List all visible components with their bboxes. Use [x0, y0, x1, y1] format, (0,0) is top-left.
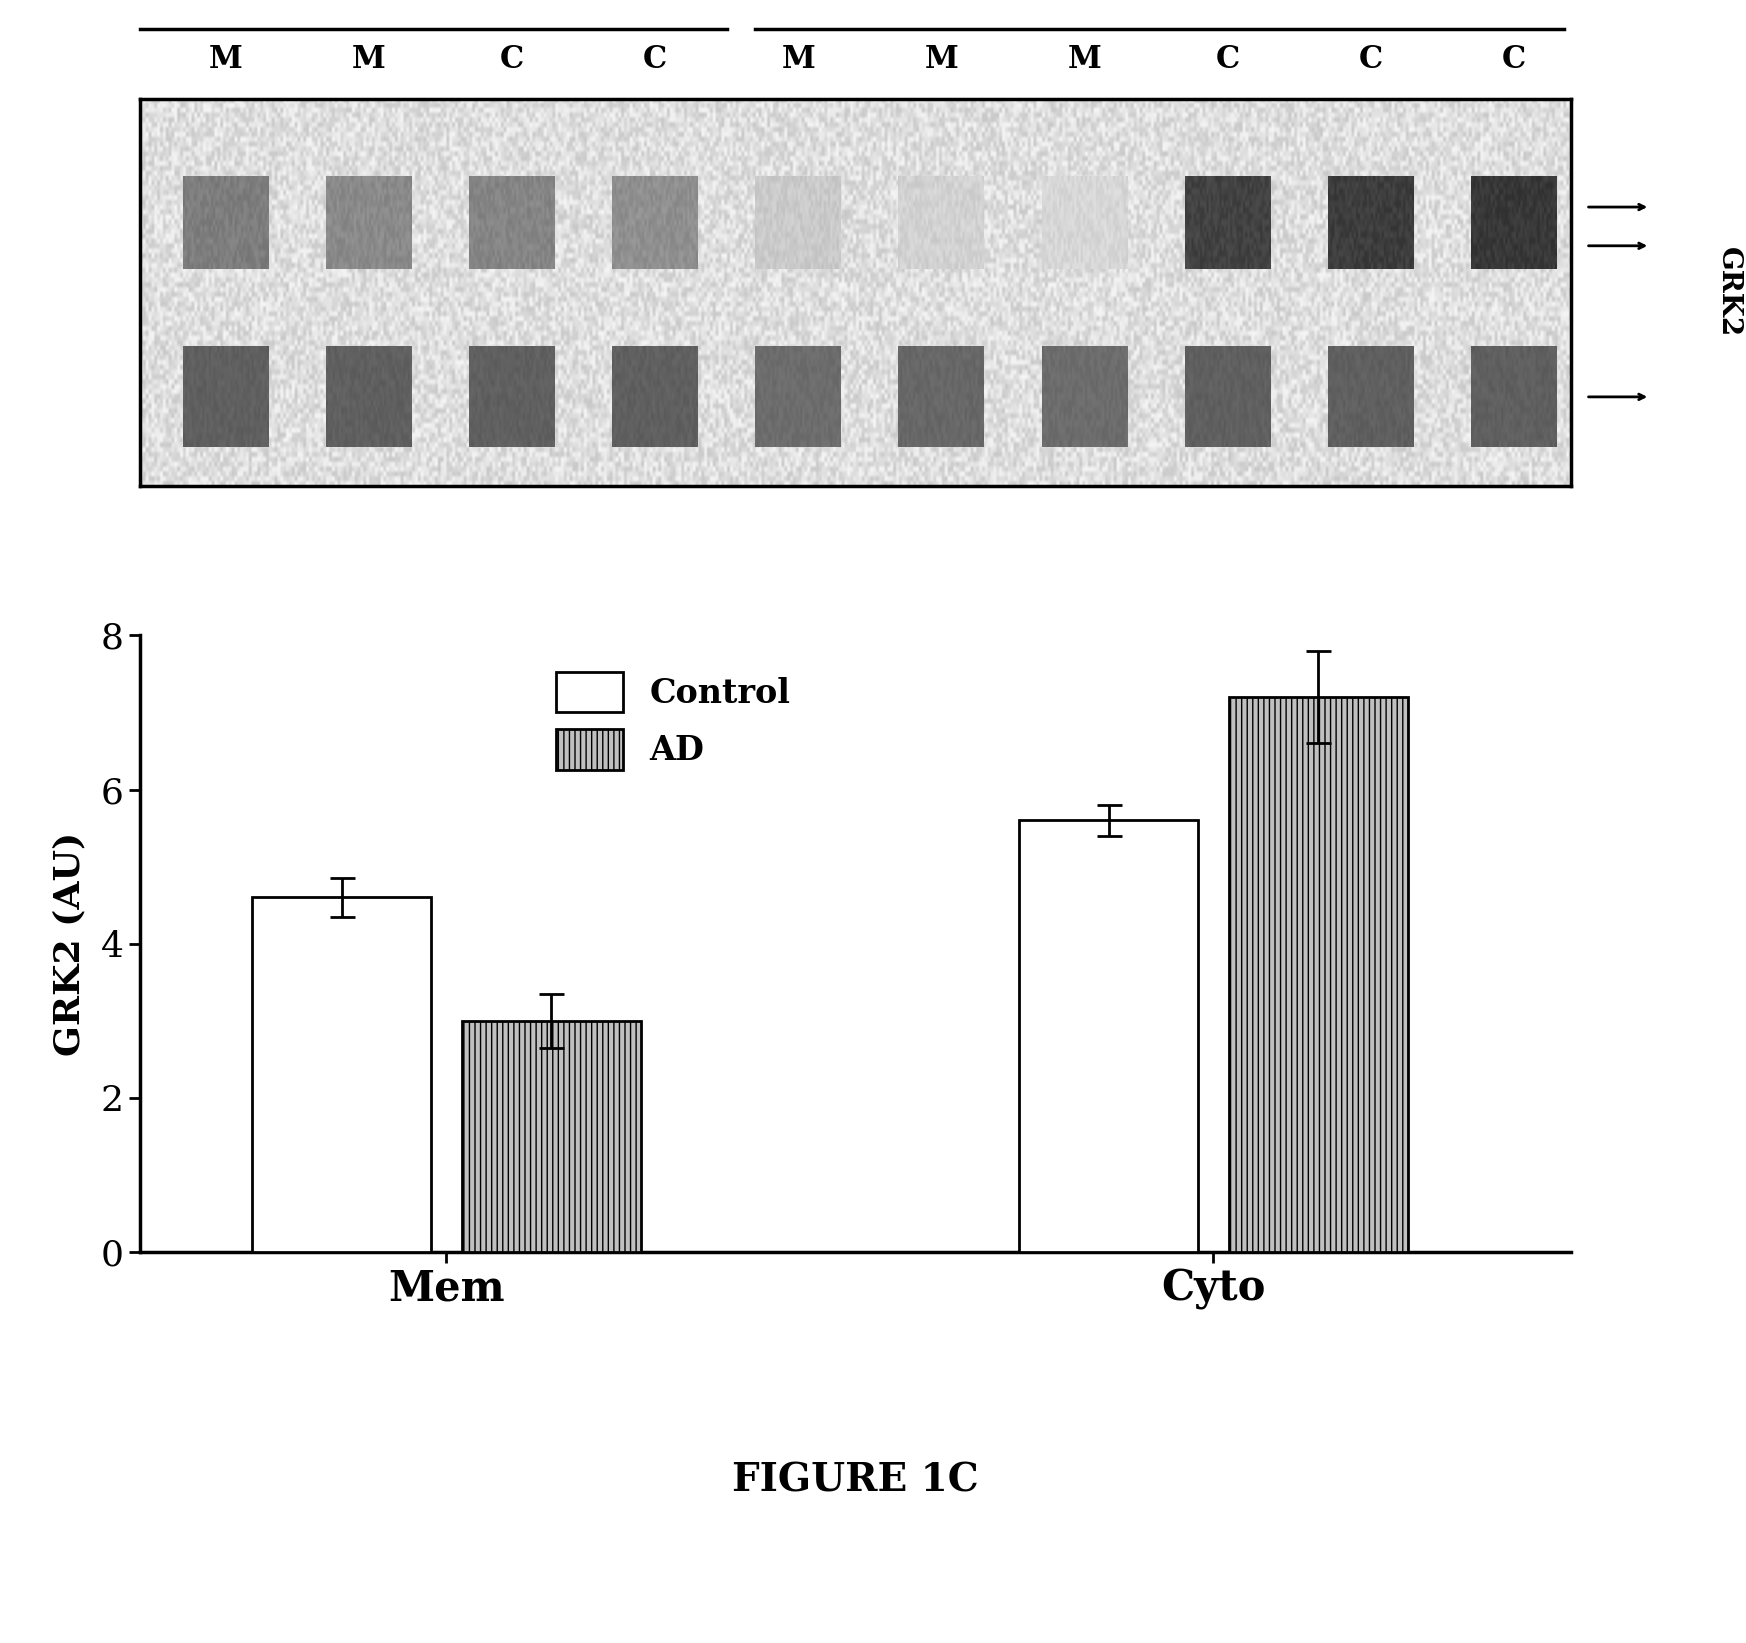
Text: C: C	[1215, 44, 1240, 76]
Bar	[251, 897, 431, 1252]
Text: C: C	[1502, 44, 1526, 76]
Text: M: M	[210, 44, 243, 76]
Text: C: C	[643, 44, 667, 76]
Text: M: M	[782, 44, 815, 76]
Text: M: M	[353, 44, 386, 76]
Bar	[1229, 697, 1407, 1252]
Bar	[461, 1020, 641, 1252]
Text: M: M	[925, 44, 959, 76]
Text: C: C	[1358, 44, 1383, 76]
Text: M: M	[1069, 44, 1102, 76]
Text: C: C	[499, 44, 524, 76]
Text: FIGURE 1C: FIGURE 1C	[732, 1461, 980, 1500]
Text: GRK2: GRK2	[1715, 246, 1741, 337]
Y-axis label: GRK2 (AU): GRK2 (AU)	[52, 831, 87, 1056]
Bar	[1020, 820, 1198, 1252]
Legend: Control, AD: Control, AD	[543, 659, 803, 784]
